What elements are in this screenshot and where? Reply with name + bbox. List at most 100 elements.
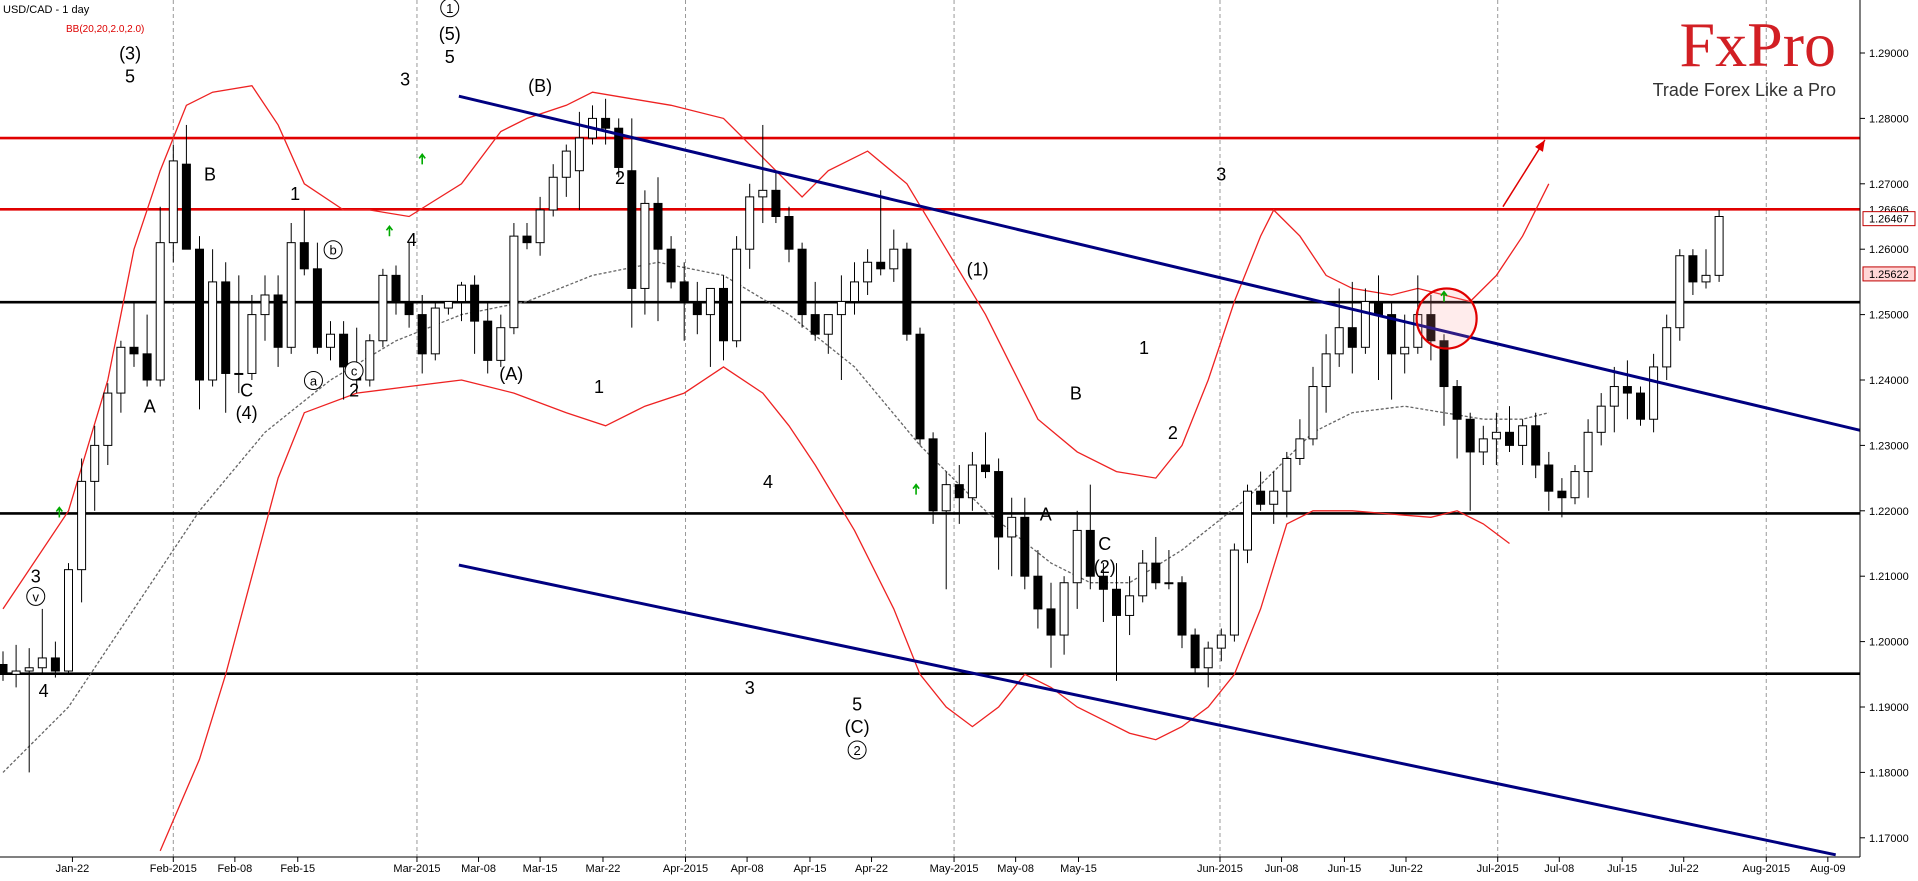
signal-arrow — [1440, 290, 1448, 302]
bear-candle-body — [771, 189, 781, 217]
signal-arrow — [385, 224, 394, 237]
candle — [1701, 249, 1711, 289]
bear-candle-body — [404, 301, 414, 316]
bull-candle-body — [1203, 647, 1213, 669]
bear-candle-body — [1544, 464, 1554, 492]
price-tick-label: 1.19000 — [1869, 702, 1909, 714]
candle — [705, 287, 715, 367]
time-tick-label: Mar-2015 — [393, 863, 440, 875]
bull-candle-body — [1518, 425, 1528, 446]
candle — [1622, 360, 1632, 420]
candle — [11, 644, 21, 688]
candle — [745, 183, 755, 269]
candle — [483, 301, 493, 374]
wave-label-circle — [440, 0, 460, 18]
wave-label-circle — [344, 361, 364, 381]
candle — [443, 301, 453, 315]
candle — [1033, 550, 1043, 629]
candle — [954, 465, 964, 524]
bull-candle-body — [1609, 386, 1619, 407]
candle — [1229, 543, 1239, 642]
time-axis-bg — [0, 857, 1860, 876]
bull-candle-body — [1138, 562, 1148, 597]
candle — [1059, 576, 1069, 655]
bear-candle-body — [1505, 431, 1514, 446]
bull-candle-body — [24, 667, 34, 672]
bear-candle-body — [1688, 255, 1698, 283]
bear-candle-body — [614, 127, 624, 168]
bull-candle-body — [1269, 490, 1279, 505]
bull-candle-body — [823, 314, 833, 335]
wave-label: 4 — [763, 472, 773, 492]
time-tick-label: May-2015 — [930, 863, 979, 875]
candle — [666, 236, 676, 289]
bull-candle-body — [1282, 457, 1292, 492]
bull-candle-body — [1007, 516, 1017, 538]
candle — [784, 206, 794, 263]
bear-candle-body — [417, 314, 427, 355]
candle — [142, 314, 152, 387]
bear-candle-body — [928, 438, 938, 512]
bull-candle-body — [443, 301, 453, 309]
candle — [1518, 419, 1528, 466]
wave-label: (2) — [1094, 557, 1116, 577]
bull-candle-body — [1714, 216, 1724, 276]
bear-candle-body — [483, 320, 493, 361]
bear-candle-body — [470, 284, 480, 322]
candle — [273, 275, 283, 367]
bear-candle-body — [679, 281, 689, 303]
time-tick-label: Mar-15 — [523, 863, 558, 875]
bear-candle-body — [1636, 392, 1645, 420]
bull-candle-body — [155, 242, 165, 381]
candle — [1125, 576, 1135, 636]
wave-label: 2 — [854, 743, 861, 758]
candle — [1321, 334, 1331, 413]
candle — [601, 98, 611, 145]
bear-candle-body — [1452, 386, 1462, 420]
signal-arrow — [912, 483, 920, 495]
wave-label: b — [330, 243, 337, 258]
time-tick-label: Mar-22 — [586, 863, 621, 875]
candle — [1675, 249, 1685, 341]
indicator-label: BB(20,20,2.0,2.0) — [66, 24, 144, 35]
candle — [116, 340, 126, 413]
time-tick-label: May-08 — [997, 863, 1034, 875]
logo-brand: FxPro — [1680, 9, 1837, 80]
candle — [1308, 366, 1318, 446]
wave-label: 2 — [349, 380, 359, 400]
candle — [810, 281, 820, 341]
bull-candle-body — [116, 346, 126, 394]
candle — [902, 242, 912, 341]
bull-candle-body — [535, 209, 545, 244]
candle — [378, 268, 388, 348]
candle — [1072, 510, 1082, 609]
wave-label: B — [1070, 384, 1082, 404]
bear-candle-body — [1190, 634, 1200, 669]
bollinger-middle — [2, 261, 1549, 773]
bear-candle-body — [876, 261, 886, 270]
bull-candle-body — [260, 294, 270, 316]
bear-candle-body — [129, 346, 139, 355]
bull-candle-body — [247, 314, 257, 374]
candle — [1544, 451, 1554, 511]
candle — [614, 118, 624, 178]
wave-label: B — [204, 165, 216, 185]
bull-candle-body — [1583, 431, 1593, 473]
candle — [1662, 314, 1672, 380]
price-tick-label: 1.24000 — [1869, 375, 1909, 387]
price-tick-label: 1.25000 — [1869, 310, 1909, 322]
wave-label-circle — [323, 240, 343, 260]
bull-candle-body — [234, 372, 244, 375]
candle — [548, 164, 558, 217]
candle — [561, 144, 571, 197]
chart-title: USD/CAD - 1 day — [3, 4, 90, 16]
bear-candle-body — [50, 657, 60, 672]
candle — [758, 124, 768, 224]
candle — [836, 275, 846, 380]
bear-candle-body — [601, 117, 611, 129]
time-tick-label: Jun-22 — [1389, 863, 1423, 875]
bull-candle-body — [850, 281, 859, 303]
candle — [509, 223, 519, 335]
candle — [823, 314, 833, 354]
bear-candle-body — [1622, 386, 1632, 394]
